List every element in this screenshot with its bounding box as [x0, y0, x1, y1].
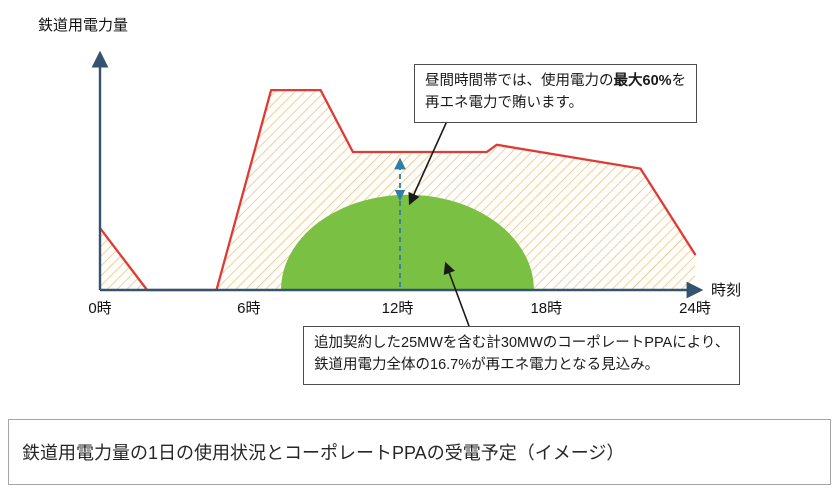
ppa-note-arrow: [443, 261, 470, 327]
x-tick-label: 24時: [679, 300, 711, 317]
x-tick-label: 0時: [88, 300, 111, 317]
x-tick-label: 18時: [530, 300, 562, 317]
x-axis-label: 時刻: [711, 282, 741, 299]
x-tick-label: 12時: [382, 300, 414, 317]
usage-chart: 鉄道用電力量 時刻 0時 6時 12時 18時 24時: [38, 17, 741, 327]
ppa-note: 追加契約した25MWを含む計30MWのコーポレートPPAにより、 鉄道用電力全体…: [303, 326, 741, 385]
daytime-note-line1: 昼間時間帯では、使用電力の最大60%を: [425, 73, 687, 89]
daytime-note-arrow: [408, 120, 448, 206]
ppa-dome: [281, 194, 534, 290]
daytime-note-line2: 再エネ電力で賄います。: [425, 94, 584, 111]
figure-caption: 鉄道用電力量の1日の使用状況とコーポレートPPAの受電予定（イメージ）: [8, 419, 831, 485]
sixty-percent-down-arrowhead: [394, 190, 406, 201]
y-axis-label: 鉄道用電力量: [38, 17, 128, 34]
ppa-note-line2: 鉄道用電力全体の16.7%が再エネ電力となる見込み。: [314, 356, 660, 373]
figure-caption-text: 鉄道用電力量の1日の使用状況とコーポレートPPAの受電予定（イメージ）: [22, 443, 625, 463]
daytime-note-bold: 最大60%: [613, 73, 672, 89]
ppa-note-line1: 追加契約した25MWを含む計30MWのコーポレートPPAにより、: [314, 335, 730, 351]
daytime-note: 昼間時間帯では、使用電力の最大60%を 再エネ電力で賄います。: [414, 64, 698, 123]
x-tick-label: 6時: [237, 300, 260, 317]
